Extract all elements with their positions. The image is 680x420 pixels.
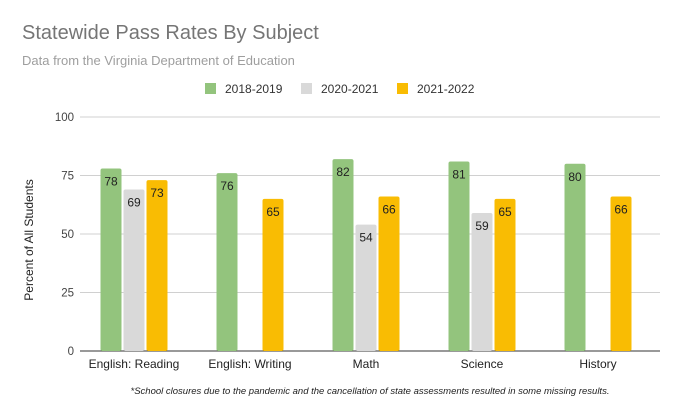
data-label: 59 <box>475 219 489 233</box>
bar <box>100 168 122 351</box>
y-tick-label: 0 <box>68 346 74 358</box>
x-category-label: Science <box>461 357 504 371</box>
footnote: *School closures due to the pandemic and… <box>130 386 610 397</box>
y-axis-ticks: 0 25 50 75 100 <box>55 112 74 358</box>
y-axis-label: Percent of All Students <box>22 179 36 300</box>
chart-subtitle: Data from the Virginia Department of Edu… <box>22 53 295 68</box>
y-tick-label: 50 <box>61 229 74 241</box>
bar <box>146 180 168 351</box>
data-label: 73 <box>150 186 164 200</box>
legend-item[interactable]: 2020-2021 <box>301 82 379 96</box>
bar <box>564 163 586 351</box>
data-label: 78 <box>104 174 118 188</box>
chart-title: Statewide Pass Rates By Subject <box>22 22 319 44</box>
x-category-label: Math <box>353 357 380 371</box>
data-label: 81 <box>452 167 466 181</box>
bar <box>471 212 493 351</box>
data-label: 66 <box>382 203 396 217</box>
x-category-label: English: Writing <box>208 357 291 371</box>
legend: 2018-2019 2020-2021 2021-2022 <box>205 82 475 96</box>
bar <box>448 161 470 351</box>
x-category-label: English: Reading <box>89 357 180 371</box>
bars <box>100 159 632 351</box>
y-tick-label: 75 <box>61 171 74 183</box>
bar <box>262 198 284 351</box>
y-tick-label: 100 <box>55 112 74 124</box>
legend-swatch <box>397 83 408 94</box>
bar <box>378 196 400 351</box>
legend-item[interactable]: 2021-2022 <box>397 82 475 96</box>
bar <box>216 173 238 351</box>
data-label: 66 <box>614 203 628 217</box>
legend-label: 2021-2022 <box>417 82 475 96</box>
legend-swatch <box>301 83 312 94</box>
bar <box>332 159 354 351</box>
y-tick-label: 25 <box>61 288 74 300</box>
bar <box>610 196 632 351</box>
legend-swatch <box>205 83 216 94</box>
legend-label: 2020-2021 <box>321 82 379 96</box>
data-labels: 78 69 73 76 65 82 54 66 81 59 65 80 66 <box>104 165 628 245</box>
legend-item[interactable]: 2018-2019 <box>205 82 283 96</box>
data-label: 54 <box>359 231 373 245</box>
data-label: 65 <box>498 205 512 219</box>
bar <box>123 189 145 351</box>
x-category-label: History <box>579 357 616 371</box>
bar <box>355 224 377 351</box>
data-label: 69 <box>127 196 141 210</box>
data-label: 80 <box>568 170 582 184</box>
data-label: 65 <box>266 205 280 219</box>
x-axis-categories: English: Reading English: Writing Math Scie… <box>89 357 617 371</box>
legend-label: 2018-2019 <box>225 82 283 96</box>
data-label: 76 <box>220 179 234 193</box>
bar <box>494 198 516 351</box>
data-label: 82 <box>336 165 350 179</box>
